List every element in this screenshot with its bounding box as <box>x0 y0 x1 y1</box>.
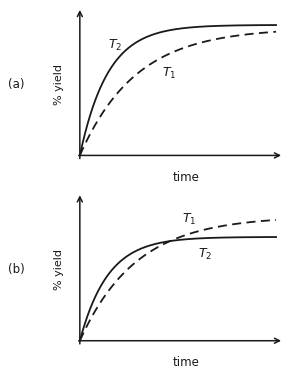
Text: $T_2$: $T_2$ <box>198 247 212 263</box>
Text: time: time <box>173 171 199 184</box>
Text: % yield: % yield <box>54 64 64 105</box>
Text: (b): (b) <box>8 263 25 276</box>
Text: % yield: % yield <box>54 249 64 290</box>
Text: $T_2$: $T_2$ <box>108 38 122 53</box>
Text: $T_1$: $T_1$ <box>182 212 196 227</box>
Text: (a): (a) <box>8 78 25 91</box>
Text: time: time <box>173 356 199 369</box>
Text: $T_1$: $T_1$ <box>162 66 177 81</box>
